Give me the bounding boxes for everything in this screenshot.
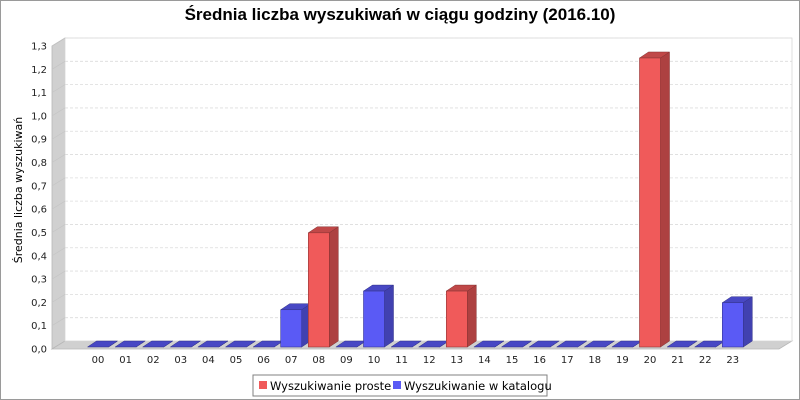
grid-line-side — [51, 294, 66, 303]
chart-title: Średnia liczba wyszukiwań w ciągu godzin… — [185, 5, 616, 24]
grid-line-side — [51, 247, 66, 257]
bar-wyszukiwanie-w-katalogu — [555, 340, 588, 348]
y-tick-label: 0,8 — [31, 158, 47, 169]
y-tick-label: 0,7 — [31, 181, 47, 192]
y-axis-label: Średnia liczba wyszukiwań — [12, 117, 25, 264]
y-tick-label: 1,2 — [31, 65, 47, 76]
grid-line-side — [51, 200, 66, 210]
bar-wyszukiwanie-w-katalogu — [224, 340, 257, 348]
bar-wyszukiwanie-w-katalogu — [390, 340, 422, 348]
bar-wyszukiwanie-w-katalogu — [279, 303, 312, 348]
grid-line-side — [51, 84, 66, 93]
bar-wyszukiwanie-proste — [307, 226, 340, 348]
y-axis-ticks: 0,0 0,1 0,2 0,3 0,4 0,5 0,6 0,7 0,8 0,9 1,0 1,1 1,2 1… — [31, 42, 47, 356]
bar-wyszukiwanie-w-katalogu — [86, 340, 119, 348]
x-tick-label: 09 — [340, 355, 353, 366]
x-tick-label: 20 — [644, 355, 657, 366]
grid-lines — [51, 37, 792, 326]
x-tick-label: 13 — [450, 355, 463, 366]
x-tick-label: 03 — [174, 355, 187, 366]
x-axis-ticks: 00 01 02 03 04 05 06 07 08 09 10 11 12 13 14 15 16 17 18 19… — [92, 355, 740, 366]
x-tick-label: 10 — [368, 355, 381, 366]
x-tick-label: 00 — [92, 355, 105, 366]
y-tick-label: 1,3 — [31, 42, 47, 53]
legend-swatch-wyszukiwanie-w-katalogu — [393, 381, 401, 389]
bar-wyszukiwanie-w-katalogu — [114, 340, 146, 348]
bar-wyszukiwanie-w-katalogu — [583, 340, 616, 348]
y-tick-label: 0,9 — [31, 135, 47, 146]
x-tick-label: 15 — [506, 355, 519, 366]
x-tick-label: 06 — [257, 355, 270, 366]
y-tick-label: 0,6 — [31, 205, 47, 216]
bar-wyszukiwanie-w-katalogu — [500, 340, 533, 348]
x-tick-label: 07 — [285, 355, 298, 366]
y-tick-label: 0,2 — [31, 298, 47, 309]
x-tick-label: 17 — [561, 355, 574, 366]
grid-line-side — [51, 107, 66, 117]
bar-wyszukiwanie-w-katalogu — [169, 340, 202, 348]
x-tick-label: 18 — [588, 355, 601, 366]
y-tick-label: 0,3 — [31, 275, 47, 286]
x-tick-label: 14 — [478, 355, 491, 366]
x-tick-label: 12 — [423, 355, 436, 366]
grid-line-side — [51, 130, 66, 140]
bars — [86, 51, 754, 348]
plot-background — [50, 37, 794, 350]
legend-label-wyszukiwanie-w-katalogu: Wyszukiwanie w katalogu — [404, 379, 552, 393]
y-tick-label: 1,1 — [31, 88, 47, 99]
grid-line-side — [51, 317, 66, 326]
bar-wyszukiwanie-w-katalogu — [197, 340, 229, 348]
x-tick-label: 23 — [726, 355, 739, 366]
grid-line-side — [51, 61, 66, 70]
x-tick-label: 16 — [533, 355, 546, 366]
y-tick-label: 0,1 — [31, 321, 47, 332]
back-wall — [64, 37, 793, 342]
grid-line-side — [51, 270, 66, 280]
legend-swatch-wyszukiwanie-proste — [259, 381, 267, 389]
grid-line-side — [51, 154, 66, 163]
y-tick-label: 0,0 — [31, 345, 47, 356]
y-tick-label: 0,5 — [31, 228, 47, 239]
bar-wyszukiwanie-w-katalogu — [528, 340, 560, 348]
y-tick-label: 1,0 — [31, 111, 47, 122]
bar-wyszukiwanie-w-katalogu — [141, 340, 174, 348]
x-tick-label: 22 — [699, 355, 712, 366]
x-tick-label: 11 — [395, 355, 408, 366]
y-tick-label: 0,4 — [31, 251, 47, 262]
x-tick-label: 19 — [616, 355, 629, 366]
grid-line-side — [51, 177, 66, 187]
bar-wyszukiwanie-w-katalogu — [721, 296, 754, 348]
x-tick-label: 05 — [230, 355, 243, 366]
bar-wyszukiwanie-w-katalogu — [611, 340, 643, 348]
bar-wyszukiwanie-proste — [638, 51, 671, 348]
x-tick-label: 01 — [119, 355, 132, 366]
bar-wyszukiwanie-w-katalogu — [473, 340, 505, 348]
grid-line-side — [51, 224, 66, 233]
side-wall — [51, 37, 66, 350]
legend: Wyszukiwanie proste Wyszukiwanie w katal… — [252, 374, 552, 397]
legend-label-wyszukiwanie-proste: Wyszukiwanie proste — [270, 379, 391, 393]
bar-wyszukiwanie-w-katalogu — [362, 284, 395, 348]
bar-wyszukiwanie-proste — [445, 284, 478, 348]
x-tick-label: 04 — [202, 355, 215, 366]
x-tick-label: 08 — [312, 355, 325, 366]
grid-line-side — [51, 37, 66, 47]
bar-wyszukiwanie-w-katalogu — [666, 340, 698, 348]
x-tick-label: 02 — [147, 355, 160, 366]
x-tick-label: 21 — [671, 355, 684, 366]
